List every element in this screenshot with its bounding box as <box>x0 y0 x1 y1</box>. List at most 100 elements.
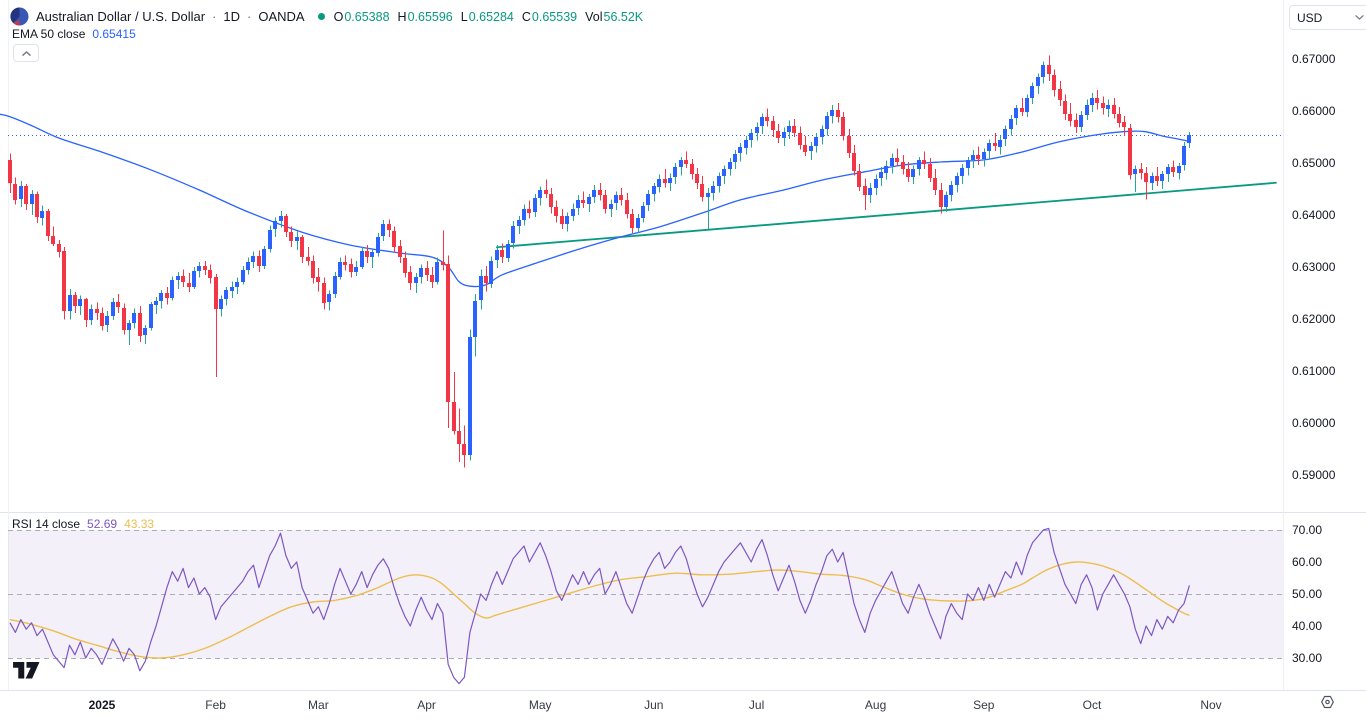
candle-body <box>387 224 391 230</box>
candle-body <box>1095 98 1099 103</box>
candle-body <box>1020 108 1024 112</box>
candle-body <box>798 133 802 145</box>
candle-body <box>663 179 667 183</box>
candle-body <box>354 267 358 272</box>
rsi-axis-label: 50.00 <box>1292 587 1323 601</box>
candle-body <box>792 126 796 133</box>
candle-body <box>863 186 867 195</box>
candle-body <box>966 160 970 168</box>
interval-label[interactable]: 1D <box>223 9 241 24</box>
candle-body <box>484 276 488 283</box>
ema50-line[interactable] <box>0 113 1190 288</box>
rsi-legend-label[interactable]: RSI 14 close <box>12 517 81 531</box>
candle-body <box>841 117 845 136</box>
candle-body <box>1085 105 1089 115</box>
candle-body <box>1128 128 1132 175</box>
symbol-title[interactable]: Australian Dollar / U.S. Dollar <box>36 9 206 24</box>
tradingview-logo[interactable] <box>13 662 40 684</box>
candle-body <box>614 195 618 203</box>
candle-body <box>262 249 266 266</box>
candle-body <box>284 216 288 232</box>
candle-body <box>749 133 753 140</box>
candle-body <box>706 193 710 197</box>
time-axis[interactable]: 2025 Feb Mar Apr May Jun Jul Aug Sep Oct Nov <box>0 690 1366 720</box>
legend-collapse-button[interactable] <box>13 44 39 62</box>
candle-body <box>928 164 932 178</box>
time-axis-label: Oct <box>1082 698 1102 712</box>
candle-body <box>230 287 234 291</box>
market-status-dot[interactable] <box>317 13 325 20</box>
candle-body <box>809 146 813 151</box>
rsi-line[interactable] <box>9 527 1190 685</box>
candle-body <box>1047 65 1051 74</box>
candle-body <box>787 126 791 132</box>
candle-body <box>100 313 104 326</box>
rsi-ma-line[interactable] <box>9 561 1190 659</box>
candle-body <box>971 155 975 160</box>
candle-body <box>360 251 364 267</box>
candle-body <box>901 162 905 169</box>
candle-body <box>636 218 640 228</box>
candle-body <box>13 184 17 200</box>
rsi-axis-label: 40.00 <box>1292 619 1323 633</box>
candle-body <box>241 270 245 282</box>
price-axis-label: 0.66000 <box>1292 104 1336 118</box>
candle-body <box>1171 167 1175 172</box>
high-label: H <box>397 9 407 24</box>
candle-body <box>803 145 807 152</box>
candle-body <box>322 283 326 303</box>
currency-selector[interactable]: USD <box>1289 5 1366 30</box>
candle-body <box>489 261 493 284</box>
candle-body <box>408 272 412 283</box>
candle-body <box>820 129 824 137</box>
candle-body <box>181 276 185 282</box>
trendline-drawing[interactable] <box>495 181 1277 249</box>
candle-body <box>203 266 207 270</box>
candle-body <box>993 143 997 146</box>
candle-body <box>251 256 255 262</box>
candle-body <box>349 264 353 272</box>
candle-body <box>257 256 261 266</box>
candle-body <box>646 194 650 205</box>
candle-body <box>1166 167 1170 174</box>
candle-body <box>895 158 899 162</box>
time-axis-label: Apr <box>417 698 436 712</box>
candle-body <box>830 110 834 116</box>
candle-body <box>57 244 61 252</box>
candle-body <box>35 194 39 217</box>
candle-body <box>165 293 169 298</box>
price-axis-label: 0.67000 <box>1292 52 1336 66</box>
candle-body <box>116 302 120 307</box>
candle-body <box>581 200 585 203</box>
candle-body <box>219 299 223 309</box>
open-value: 0.65388 <box>344 9 390 24</box>
candle-body <box>609 204 613 209</box>
candle-body <box>1090 98 1094 105</box>
ema-legend-label[interactable]: EMA 50 close <box>12 27 86 41</box>
candle-body <box>192 271 196 287</box>
candle-body <box>316 277 320 282</box>
candle-body <box>452 402 456 431</box>
candle-body <box>187 283 191 287</box>
candle-body <box>565 216 569 224</box>
axis-settings-gear-icon[interactable] <box>1320 695 1335 714</box>
candle-body <box>933 178 937 190</box>
candle-body <box>506 244 510 258</box>
time-axis-label: May <box>528 698 552 712</box>
candle-body <box>733 154 737 162</box>
candle-body <box>884 166 888 173</box>
candle-body <box>825 116 829 129</box>
candle-body <box>1079 115 1083 127</box>
candle-body <box>1144 173 1148 182</box>
candle-body <box>289 232 293 241</box>
candle-body <box>857 171 861 187</box>
candle-body <box>419 268 423 277</box>
candle-body <box>814 137 818 146</box>
time-axis-label: Mar <box>308 698 329 712</box>
price-axis-label: 0.64000 <box>1292 208 1336 222</box>
candle-body <box>365 251 369 257</box>
candle-body <box>1106 105 1110 109</box>
time-axis-label: Jun <box>644 698 664 712</box>
candle-body <box>522 209 526 220</box>
